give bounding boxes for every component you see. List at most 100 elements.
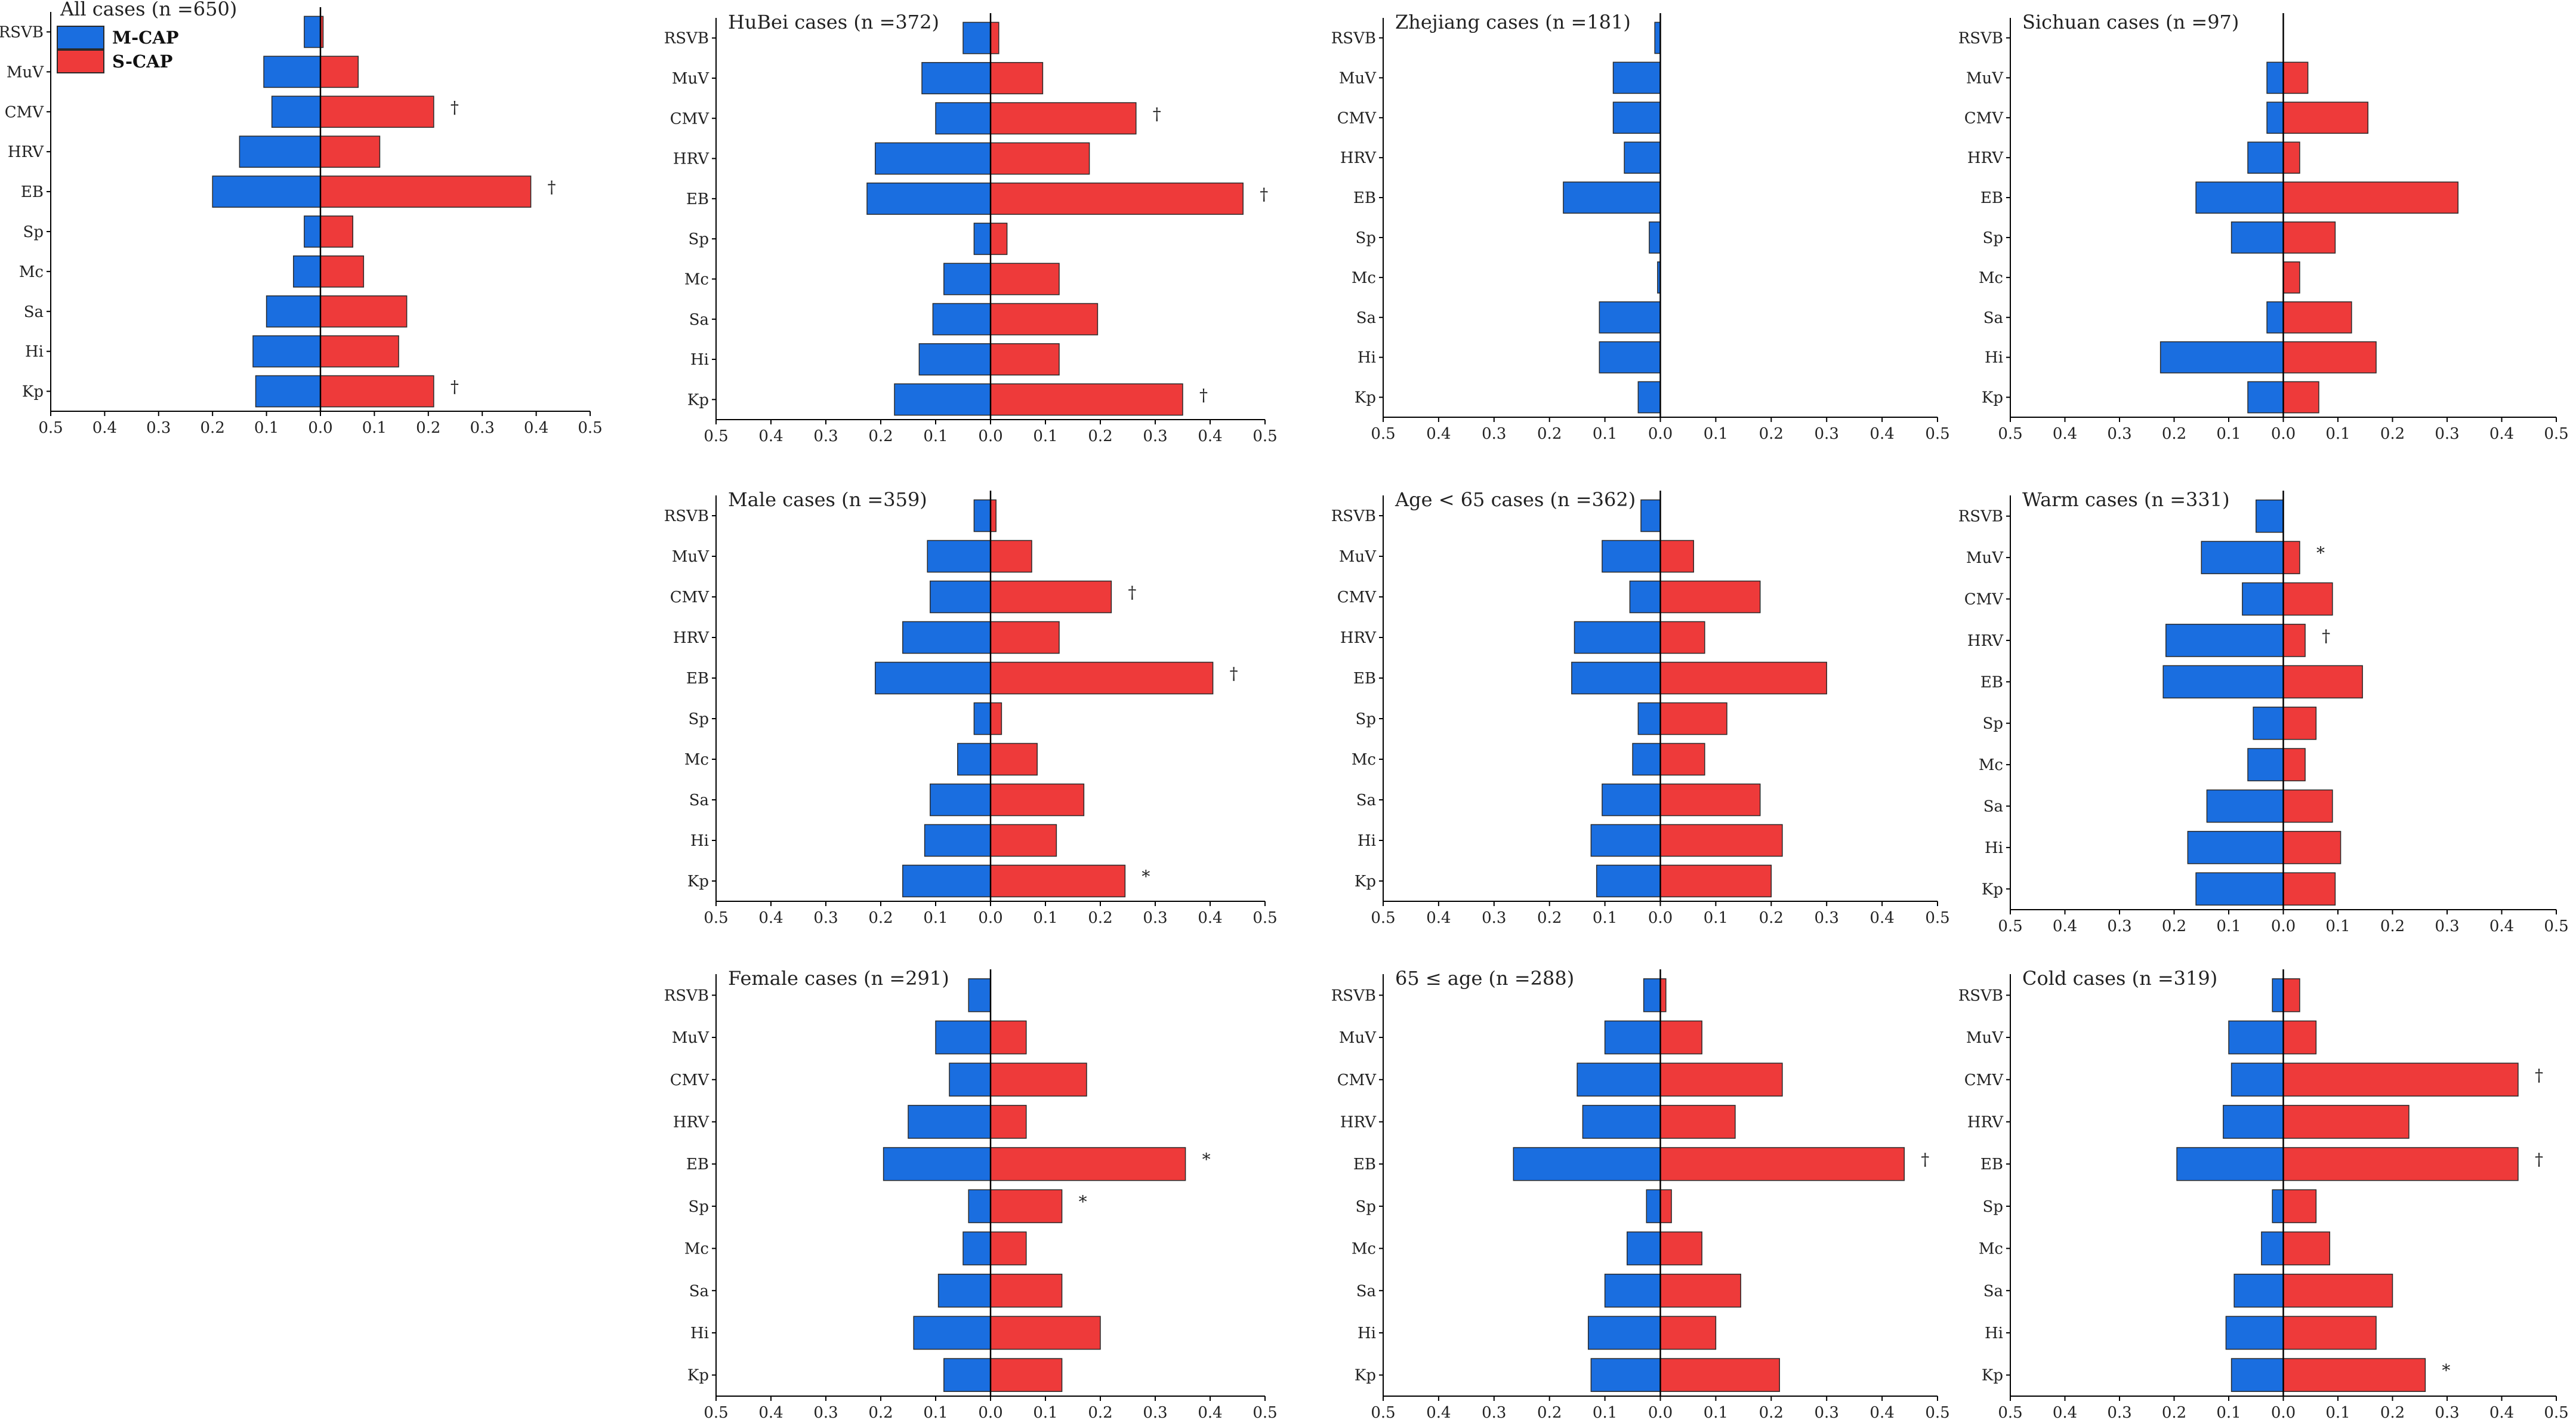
x-tick-label: 0.2 — [1537, 425, 1562, 443]
category-label: Mc — [1979, 269, 2003, 287]
category-label: Sa — [1356, 791, 1376, 809]
significance-mark: † — [451, 97, 459, 117]
bar-s-cap — [2282, 221, 2336, 254]
bar-s-cap — [1659, 580, 1761, 614]
bar-m-cap — [252, 335, 321, 368]
bar-s-cap — [990, 21, 999, 54]
bar-s-cap — [1659, 824, 1783, 857]
bar-m-cap — [2176, 1147, 2284, 1181]
x-tick-label: 0.5 — [704, 1404, 728, 1420]
bar-s-cap — [990, 1273, 1063, 1308]
bar-s-cap — [2282, 665, 2363, 699]
bar-m-cap — [1604, 1273, 1661, 1308]
bar-m-cap — [902, 621, 991, 654]
bar-s-cap — [990, 1147, 1186, 1181]
bar-m-cap — [968, 978, 991, 1012]
bar-s-cap — [2282, 706, 2317, 740]
category-label: EB — [1353, 670, 1376, 688]
bar-m-cap — [2233, 1273, 2284, 1308]
bar-m-cap — [1629, 580, 1661, 614]
bar-s-cap — [1659, 1189, 1672, 1224]
chart-panel: 0.5 0.4 0.3 0.2 0.1 0.0 0.1 0.2 0.3 0.4 0.5 RSVB MuV… — [1331, 488, 1950, 927]
bar-m-cap — [1637, 381, 1661, 414]
bar-m-cap — [1590, 824, 1661, 857]
bar-s-cap — [320, 215, 353, 248]
x-tick-label: 0.2 — [1759, 1404, 1784, 1420]
category-label: Sp — [1356, 710, 1376, 728]
bar-m-cap — [962, 1231, 991, 1265]
x-tick-label: 0.1 — [1593, 909, 1617, 927]
bar-m-cap — [2247, 748, 2284, 781]
x-tick-label: 0.4 — [2489, 425, 2514, 443]
bar-s-cap — [320, 96, 434, 128]
x-tick-label: 0.1 — [1033, 909, 1057, 927]
chart-panel: 0.5 0.4 0.3 0.2 0.1 0.0 0.1 0.2 0.3 0.4 0.5 RSVB MuV… — [1331, 11, 1950, 443]
category-label: Kp — [1982, 1367, 2003, 1385]
category-label: Sa — [1983, 798, 2003, 816]
x-tick-label: 0.3 — [470, 419, 495, 437]
bar-m-cap — [2253, 706, 2284, 740]
x-tick-label: 0.3 — [1815, 909, 1839, 927]
bar-s-cap — [2282, 61, 2309, 94]
x-tick-label: 0.1 — [1033, 1404, 1057, 1420]
x-tick-label: 0.3 — [1815, 425, 1839, 443]
significance-mark: † — [2535, 1150, 2543, 1169]
category-label: Kp — [687, 1367, 709, 1385]
category-label: MuV — [7, 63, 44, 81]
x-tick-label: 0.5 — [2544, 917, 2568, 935]
category-label: HRV — [673, 1113, 709, 1131]
bar-s-cap — [2282, 341, 2377, 374]
x-tick-label: 0.4 — [758, 909, 783, 927]
bar-m-cap — [908, 1105, 991, 1139]
bar-m-cap — [921, 61, 991, 94]
x-tick-label: 0.5 — [1925, 425, 1949, 443]
x-tick-label: 0.2 — [1537, 909, 1562, 927]
legend-swatch-m-cap — [57, 26, 104, 50]
x-tick-label: 0.1 — [2216, 1404, 2241, 1420]
bar-s-cap — [990, 621, 1060, 654]
bar-m-cap — [1640, 499, 1661, 532]
x-tick-label: 0.3 — [1143, 1404, 1167, 1420]
x-tick-label: 0.4 — [2053, 1404, 2077, 1420]
x-tick-label: 0.3 — [1482, 909, 1506, 927]
bar-s-cap — [320, 135, 381, 168]
bar-s-cap — [2282, 1189, 2317, 1224]
x-tick-label: 0.3 — [146, 419, 171, 437]
bar-m-cap — [1577, 1062, 1661, 1097]
bar-m-cap — [2201, 541, 2284, 574]
bar-m-cap — [2159, 341, 2284, 374]
bar-m-cap — [1513, 1147, 1661, 1181]
category-label: MuV — [672, 70, 709, 88]
chart-title: Female cases (n =291) — [728, 967, 949, 990]
category-label: Sa — [1356, 309, 1376, 327]
significance-mark: † — [2535, 1065, 2543, 1085]
x-tick-label: 0.2 — [2162, 1404, 2186, 1420]
bar-m-cap — [883, 1147, 991, 1181]
bar-m-cap — [266, 295, 321, 328]
significance-mark: † — [1128, 583, 1136, 602]
category-label: EB — [686, 670, 709, 688]
bar-s-cap — [2282, 181, 2459, 214]
category-label: RSVB — [0, 23, 44, 41]
chart-panel: 0.5 0.4 0.3 0.2 0.1 0.0 0.1 0.2 0.3 0.4 0.5 RSVB MuV… — [0, 0, 603, 437]
bar-s-cap — [990, 142, 1090, 175]
bar-s-cap — [1659, 1062, 1783, 1097]
category-label: Kp — [1355, 873, 1376, 891]
x-tick-label: 0.3 — [1815, 1404, 1839, 1420]
category-label: EB — [686, 1156, 709, 1173]
bar-m-cap — [1604, 1020, 1661, 1055]
bar-s-cap — [1659, 783, 1761, 817]
x-tick-label: 0.5 — [1371, 425, 1395, 443]
bar-m-cap — [293, 255, 321, 288]
bar-m-cap — [1563, 181, 1661, 214]
category-label: HRV — [1340, 149, 1377, 167]
bar-m-cap — [1599, 301, 1661, 334]
bar-m-cap — [930, 783, 991, 817]
x-tick-label: 0.1 — [2325, 1404, 2350, 1420]
category-label: EB — [21, 183, 44, 201]
x-tick-label: 0.5 — [1998, 425, 2022, 443]
category-label: HRV — [1967, 1113, 2004, 1131]
x-tick-label: 0.1 — [923, 427, 948, 445]
category-label: HRV — [673, 150, 709, 168]
x-tick-label: 0.2 — [868, 1404, 893, 1420]
